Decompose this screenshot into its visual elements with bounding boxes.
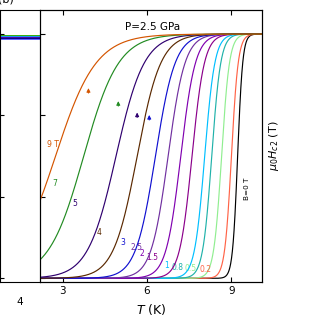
Y-axis label: $\mu_0H_{c2}$ (T): $\mu_0H_{c2}$ (T) [267, 120, 281, 171]
Text: 3: 3 [120, 238, 125, 247]
Text: B=0 T: B=0 T [244, 178, 250, 200]
Text: 9 T: 9 T [47, 140, 59, 149]
Text: 1: 1 [164, 261, 169, 270]
Text: 7: 7 [53, 180, 58, 188]
Text: 2: 2 [139, 249, 144, 258]
Text: 0.2: 0.2 [200, 265, 212, 274]
Text: 5: 5 [72, 199, 77, 208]
Text: P=2.5 GPa: P=2.5 GPa [124, 22, 180, 32]
Text: 4: 4 [17, 297, 23, 307]
Text: (b): (b) [0, 0, 14, 4]
Text: 1.5: 1.5 [147, 253, 158, 262]
X-axis label: $T$ (K): $T$ (K) [136, 302, 166, 317]
Text: 2.5: 2.5 [131, 243, 143, 252]
Text: 0.8: 0.8 [172, 263, 184, 272]
Text: 0.5: 0.5 [184, 264, 196, 273]
Text: 4: 4 [96, 228, 101, 237]
